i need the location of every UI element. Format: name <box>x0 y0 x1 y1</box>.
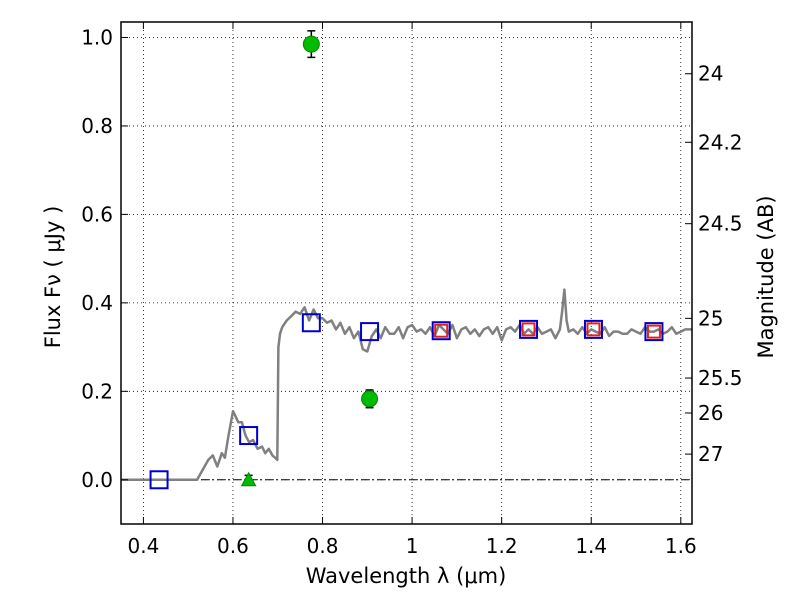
y-right-tick-label: 27 <box>698 442 723 466</box>
y-tick-label: 0.4 <box>81 291 113 315</box>
observed-nir-point <box>646 324 661 339</box>
y-tick-label: 1.0 <box>81 25 113 49</box>
y-tick-label: 0.0 <box>81 468 113 492</box>
x-tick-label: 1.2 <box>486 534 518 558</box>
grid-layer <box>121 22 692 524</box>
x-tick-label: 0.4 <box>127 534 159 558</box>
model-photometry-point <box>431 321 451 341</box>
x-axis-title: Wavelength λ (μm) <box>306 564 507 588</box>
x-tick-label: 1.4 <box>575 534 607 558</box>
model-photometry-point <box>583 319 603 339</box>
observed-nir-point <box>521 322 536 337</box>
model-photometry-point <box>519 319 539 339</box>
y-right-tick-label: 25 <box>698 306 723 330</box>
plot-layer <box>121 30 692 490</box>
plot-frame <box>120 21 693 525</box>
model-photometry-point <box>149 470 169 490</box>
y-right-tick-label: 26 <box>698 401 723 425</box>
x-tick-label: 1.6 <box>665 534 697 558</box>
y-right-tick-label: 24.2 <box>698 130 743 154</box>
observed-nir-point <box>434 323 449 338</box>
y-tick-label: 0.2 <box>81 379 113 403</box>
y-tick-label: 0.8 <box>81 114 113 138</box>
y-right-axis-title: Magnitude (AB) <box>754 195 778 358</box>
y-right-tick-label: 24 <box>698 62 723 86</box>
y-right-tick-label: 25.5 <box>698 366 743 390</box>
model-photometry-point <box>644 322 664 342</box>
x-tick-label: 0.8 <box>307 534 339 558</box>
upper-limit-point <box>240 471 257 487</box>
axis-layer: 0.4 0.6 0.8 1 1.2 1.4 1.6 0.0 0.2 0.4 0.6 0.8 1.0 24 2… <box>81 22 743 558</box>
model-photometry-point <box>239 426 259 446</box>
detection-point <box>302 35 320 53</box>
model-photometry-point <box>301 313 321 333</box>
x-tick-label: 0.6 <box>217 534 249 558</box>
observed-nir-point <box>586 322 601 337</box>
x-tick-label: 1 <box>406 534 419 558</box>
model-photometry-point <box>360 322 380 342</box>
detection-point <box>361 390 379 408</box>
y-right-tick-label: 24.5 <box>698 212 743 236</box>
y-tick-label: 0.6 <box>81 202 113 226</box>
y-axis-title: Flux Fν ( μJy ) <box>41 206 65 349</box>
spectrum-line <box>121 288 692 482</box>
